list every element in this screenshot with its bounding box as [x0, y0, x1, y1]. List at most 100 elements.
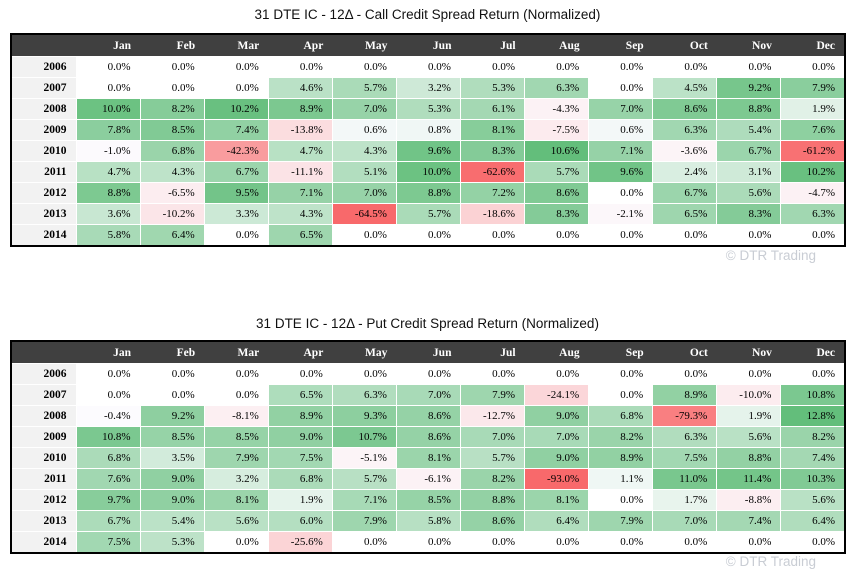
heatmap-cell: 2.4%: [652, 161, 718, 183]
heatmap-cell: 8.8%: [395, 182, 461, 204]
heatmap-cell: 4.3%: [331, 140, 397, 162]
heatmap-cell: 5.7%: [395, 203, 461, 225]
heatmap-cell: 7.5%: [652, 447, 718, 469]
heatmap-cell: 0.0%: [75, 77, 141, 99]
heatmap-cell: 1.1%: [588, 468, 654, 490]
year-label: 2011: [10, 161, 77, 183]
heatmap-cell: 8.6%: [459, 510, 526, 532]
heatmap-cell: -0.4%: [75, 405, 141, 427]
heatmap-cell: 0.0%: [203, 77, 269, 99]
heatmap-cell: 0.0%: [395, 224, 461, 247]
heatmap-cell: 10.2%: [780, 161, 846, 183]
heatmap-cell: 0.0%: [524, 363, 590, 385]
heatmap-cell: 3.1%: [716, 161, 782, 183]
heatmap-cell: 7.4%: [716, 510, 782, 532]
heatmap-cell: 5.8%: [75, 224, 141, 247]
heatmap-cell: 0.0%: [267, 363, 333, 385]
heatmap-cell: 7.5%: [267, 447, 333, 469]
heatmap-cell: 10.8%: [75, 426, 141, 448]
month-header: Aug: [524, 34, 589, 57]
heatmap-cell: 7.9%: [588, 510, 654, 532]
month-header: Feb: [140, 34, 205, 57]
heatmap-cell: 5.7%: [331, 77, 397, 99]
heatmap-cell: -64.5%: [331, 203, 397, 225]
month-header: Aug: [524, 341, 589, 364]
heatmap-cell: 0.0%: [203, 56, 269, 78]
heatmap-cell: -10.2%: [139, 203, 205, 225]
heatmap-cell: 4.7%: [267, 140, 333, 162]
heatmap-cell: 8.8%: [75, 182, 141, 204]
heatmap-cell: 0.0%: [716, 224, 782, 247]
heatmap-cell: 6.4%: [524, 510, 590, 532]
heatmap-cell: 0.0%: [267, 56, 333, 78]
heatmap-cell: 10.3%: [780, 468, 846, 490]
heatmap-cell: 5.4%: [139, 510, 205, 532]
month-header: Nov: [716, 34, 781, 57]
heatmap-cell: 0.0%: [331, 224, 397, 247]
month-header: Nov: [716, 341, 781, 364]
heatmap-cell: 8.3%: [459, 140, 526, 162]
heatmap-cell: 8.5%: [139, 426, 205, 448]
heatmap-cell: 3.2%: [395, 77, 461, 99]
heatmap-cell: 6.5%: [267, 224, 333, 247]
heatmap-cell: 5.1%: [331, 161, 397, 183]
heatmap-cell: 8.9%: [652, 384, 718, 406]
heatmap-cell: 6.3%: [652, 119, 718, 141]
heatmap-cell: 9.6%: [395, 140, 461, 162]
heatmap-cell: -12.7%: [459, 405, 526, 427]
heatmap-cell: 0.0%: [780, 224, 846, 247]
year-label: 2007: [10, 384, 77, 406]
year-label: 2009: [10, 426, 77, 448]
heatmap-cell: 5.6%: [716, 426, 782, 448]
month-header: Mar: [204, 34, 269, 57]
heatmap-cell: 9.5%: [203, 182, 269, 204]
heatmap-cell: 0.0%: [588, 56, 654, 78]
heatmap-cell: 9.6%: [588, 161, 654, 183]
heatmap-cell: 7.0%: [331, 182, 397, 204]
heatmap-cell: 9.0%: [524, 405, 590, 427]
heatmap-cell: -4.7%: [780, 182, 846, 204]
year-label: 2006: [10, 56, 77, 78]
heatmap-cell: -18.6%: [459, 203, 526, 225]
heatmap-cell: 0.0%: [716, 56, 782, 78]
heatmap-cell: 7.5%: [75, 531, 141, 554]
heatmap-cell: 9.0%: [524, 447, 590, 469]
heatmap-cell: 8.8%: [716, 447, 782, 469]
heatmap-cell: 8.1%: [395, 447, 461, 469]
heatmap-cell: 7.1%: [588, 140, 654, 162]
heatmap-cell: 7.4%: [780, 447, 846, 469]
heatmap-cell: 7.0%: [588, 98, 654, 120]
heatmap-cell: 10.0%: [75, 98, 141, 120]
heatmap-cell: -13.8%: [267, 119, 333, 141]
heatmap-cell: 8.2%: [459, 468, 526, 490]
month-header: Oct: [652, 34, 717, 57]
year-row: 2012 9.7% 9.0% 8.1% 1.9% 7.1% 8.5% 8.8% 8.1% 0.0%…: [10, 489, 846, 511]
heatmap-cell: 10.7%: [331, 426, 397, 448]
heatmap-cell: 3.5%: [139, 447, 205, 469]
year-row: 2007 0.0% 0.0% 0.0% 6.5% 6.3% 7.0% 7.9% -24.1% 0.…: [10, 384, 846, 406]
year-label: 2007: [10, 77, 77, 99]
heatmap-cell: 8.3%: [716, 203, 782, 225]
year-label: 2012: [10, 489, 77, 511]
heatmap-cell: 0.0%: [139, 363, 205, 385]
heatmap-cell: 6.7%: [75, 510, 141, 532]
heatmap-cell: 0.0%: [395, 363, 461, 385]
year-row: 2007 0.0% 0.0% 0.0% 4.6% 5.7% 3.2% 5.3% 6.3% 0.0%…: [10, 77, 846, 99]
year-row: 2011 7.6% 9.0% 3.2% 6.8% 5.7% -6.1% 8.2% -93.0% 1…: [10, 468, 846, 490]
heatmap-cell: 0.0%: [524, 224, 590, 247]
heatmap-cell: -1.0%: [75, 140, 141, 162]
heatmap-cell: 11.0%: [652, 468, 718, 490]
heatmap-cell: 6.0%: [267, 510, 333, 532]
heatmap-cell: 6.7%: [652, 182, 718, 204]
heatmap-cell: -62.6%: [459, 161, 526, 183]
month-header: Oct: [652, 341, 717, 364]
heatmap-cell: 4.6%: [267, 77, 333, 99]
month-header: Sep: [588, 341, 653, 364]
heatmap-cell: 8.5%: [395, 489, 461, 511]
heatmap-cell: 7.1%: [331, 489, 397, 511]
heatmap-cell: 6.7%: [203, 161, 269, 183]
year-label: 2013: [10, 203, 77, 225]
heatmap-cell: 1.9%: [780, 98, 846, 120]
year-label: 2010: [10, 447, 77, 469]
heatmap-cell: 7.6%: [780, 119, 846, 141]
